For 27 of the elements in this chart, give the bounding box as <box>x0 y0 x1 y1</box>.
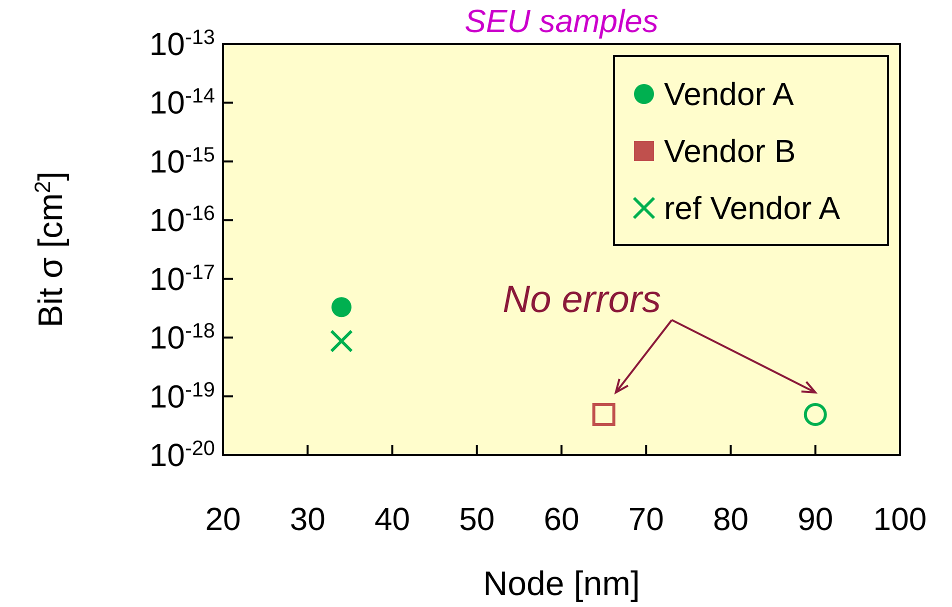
y-tick-label: 10$^{-15}$ <box>149 142 215 180</box>
legend-label: ref Vendor A <box>664 190 841 226</box>
y-tick-label: 10$^{-16}$ <box>149 202 215 238</box>
y-tick-label: 10$^{-17}$ <box>149 260 215 297</box>
point <box>804 402 827 426</box>
point <box>330 330 353 353</box>
annotation: No errors <box>502 279 661 321</box>
x-tick-label: 90 <box>798 501 834 537</box>
x-tick-label: 100 <box>873 501 927 537</box>
x-tick-label: 60 <box>544 501 580 537</box>
x-axis-title: Node [nm] <box>483 565 640 603</box>
y-tick-label: 10$^{-19}$ <box>149 378 215 414</box>
y-tick-label: 10$^{-20}$ <box>149 436 215 473</box>
x-tick-label: 80 <box>712 501 749 537</box>
y-tick-label: 10$^{-14}$ <box>149 84 215 121</box>
x-tick-label: 40 <box>374 501 410 537</box>
point <box>331 297 352 318</box>
x-tick-label: 70 <box>628 501 664 537</box>
legend-label: Vendor B <box>664 133 796 169</box>
legend-label: Vendor A <box>664 76 795 112</box>
y-tick-label: 10$^{-18}$ <box>149 319 215 356</box>
x-tick-label: 30 <box>290 501 326 537</box>
x-tick-label: 50 <box>459 501 495 537</box>
chart-title: SEU samples <box>464 3 658 39</box>
y-tick-label: 10$^{-13}$ <box>149 26 215 62</box>
point <box>592 402 616 426</box>
x-tick-label: 20 <box>205 501 241 537</box>
